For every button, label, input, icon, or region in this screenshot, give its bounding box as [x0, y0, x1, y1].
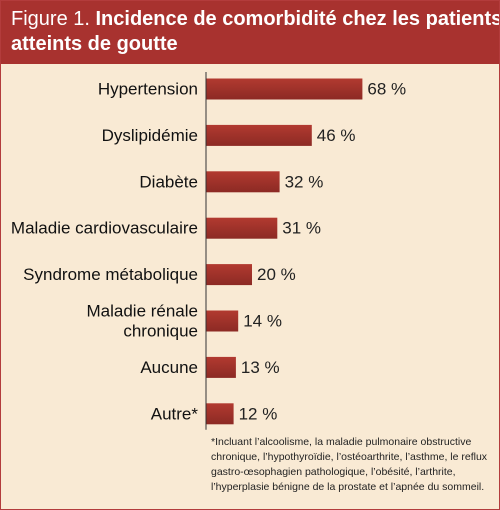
- bar: [206, 124, 312, 146]
- footnote-line: chronique, l’hypothyroïdie, l’ostéoarthr…: [211, 451, 488, 463]
- category-label: Dyslipidémie: [102, 126, 198, 145]
- category-label: Diabète: [139, 172, 198, 191]
- figure-label: Figure 1.: [11, 8, 90, 30]
- bar: [206, 403, 234, 425]
- category-label: Maladie cardiovasculaire: [11, 219, 198, 238]
- value-label: 31 %: [282, 219, 321, 238]
- footnote: *Incluant l’alcoolisme, la maladie pulmo…: [211, 435, 496, 495]
- category-label: Aucune: [140, 358, 198, 377]
- bar-chart: Hypertension 68 % Dyslipidémie 46 % Diabète 3…: [11, 72, 406, 430]
- footnote-line: l’hyperplasie bénigne de la prostate et …: [211, 481, 485, 493]
- footnote-line: *Incluant l’alcoolisme, la maladie pulmo…: [211, 436, 472, 448]
- category-label: Syndrome métabolique: [23, 265, 198, 284]
- bar: [206, 356, 236, 378]
- value-label: 20 %: [257, 265, 296, 284]
- figure-title-continued: atteints de goutte: [11, 33, 178, 55]
- bar: [206, 217, 278, 239]
- chart-panel: Hypertension 68 % Dyslipidémie 46 % Diabète 3…: [1, 64, 499, 509]
- bar: [206, 310, 239, 332]
- category-label: chronique: [123, 322, 198, 341]
- value-label: 13 %: [241, 358, 280, 377]
- value-label: 32 %: [285, 172, 324, 191]
- bar: [206, 171, 280, 193]
- footnote-line: gastro-œsophagien pathologique, l’obésit…: [211, 466, 456, 478]
- value-label: 12 %: [239, 404, 278, 423]
- bar: [206, 78, 363, 100]
- value-label: 46 %: [317, 126, 356, 145]
- figure-title: Incidence de comorbidité chez les patien…: [95, 8, 500, 30]
- figure-header: Figure 1. Incidence de comorbidité chez …: [1, 1, 500, 64]
- category-label: Hypertension: [98, 80, 198, 99]
- value-label: 68 %: [367, 80, 406, 99]
- bar: [206, 264, 252, 286]
- value-label: 14 %: [243, 312, 282, 331]
- category-label: Maladie rénale: [86, 302, 198, 321]
- category-label: Autre*: [151, 404, 199, 423]
